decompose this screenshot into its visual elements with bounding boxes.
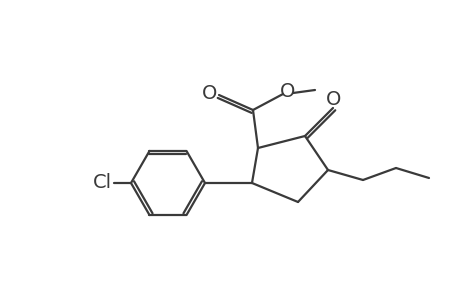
Text: O: O	[325, 89, 341, 109]
Text: Cl: Cl	[92, 173, 112, 193]
Text: O: O	[202, 83, 217, 103]
Text: O: O	[280, 82, 295, 100]
